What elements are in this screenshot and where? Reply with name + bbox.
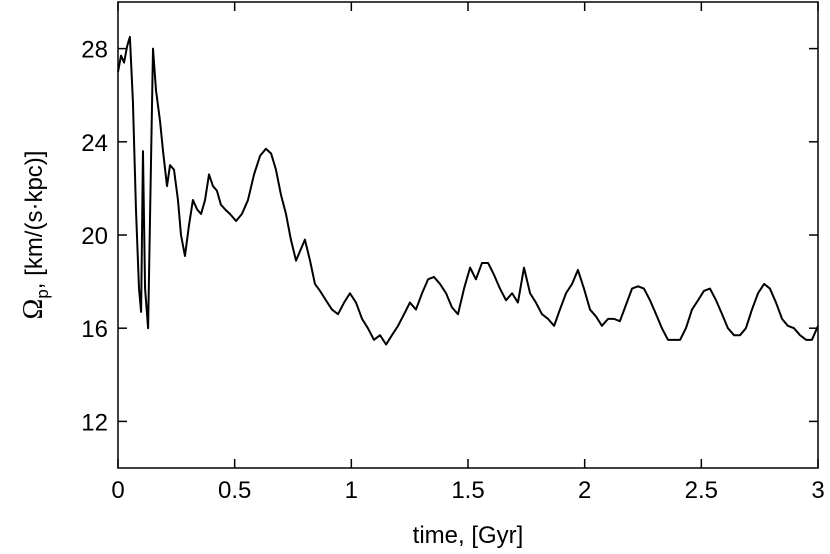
data-line <box>117 35 819 346</box>
x-tick-label: 1.5 <box>451 477 484 504</box>
y-axis-subscript: p <box>33 289 52 298</box>
y-tick-label: 16 <box>81 316 108 343</box>
y-tick-label: 24 <box>81 130 108 157</box>
y-axis-symbol: Ω <box>18 299 49 320</box>
x-tick-label: 1 <box>345 477 358 504</box>
x-axis-title: time, [Gyr] <box>413 522 524 549</box>
x-tick-label: 0.5 <box>218 477 251 504</box>
y-tick-label: 28 <box>81 37 108 64</box>
plot-frame <box>117 1 819 469</box>
y-tick-label: 12 <box>81 409 108 436</box>
x-tick-label: 3 <box>811 477 824 504</box>
y-axis-unit: , [km/(s·kpc)] <box>21 151 48 290</box>
x-tick-label: 2.5 <box>685 477 718 504</box>
y-axis-title: Ωp, [km/(s·kpc)] <box>18 151 52 320</box>
x-tick-label: 2 <box>578 477 591 504</box>
y-tick-label: 20 <box>81 223 108 250</box>
x-tick-label: 0 <box>111 477 124 504</box>
